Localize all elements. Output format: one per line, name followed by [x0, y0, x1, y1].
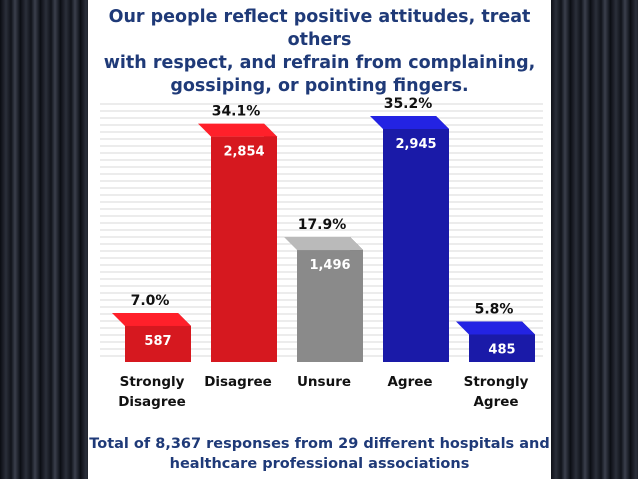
- bar-top-2: [284, 237, 363, 251]
- value-label-2: 1,496: [309, 258, 350, 273]
- percent-label-0: 7.0%: [131, 293, 170, 309]
- value-label-4: 485: [488, 342, 515, 357]
- value-label-0: 587: [144, 334, 171, 349]
- percent-label-3: 35.2%: [384, 96, 433, 112]
- left-curtain: [0, 0, 88, 479]
- right-curtain: [550, 0, 638, 479]
- category-label-4-1: Agree: [473, 394, 518, 410]
- bar-top-0: [112, 312, 191, 326]
- category-label-1-0: Disagree: [204, 374, 272, 390]
- chart-panel: Our people reflect positive attitudes, t…: [88, 0, 551, 479]
- chart-footnote: Total of 8,367 responses from 29 differe…: [88, 434, 551, 474]
- chart-title: Our people reflect positive attitudes, t…: [88, 6, 551, 98]
- title-line-1: Our people reflect positive attitudes, t…: [108, 7, 531, 50]
- title-line-3: gossiping, or pointing fingers.: [170, 76, 469, 96]
- value-label-1: 2,854: [223, 145, 264, 160]
- category-label-0-0: Strongly: [120, 374, 185, 390]
- percent-label-4: 5.8%: [475, 301, 514, 317]
- bar-2: [297, 250, 363, 362]
- percent-label-2: 17.9%: [298, 217, 347, 233]
- bar-1: [211, 136, 277, 362]
- bar-4: [469, 334, 535, 362]
- category-label-2-0: Unsure: [297, 374, 351, 390]
- title-line-2: with respect, and refrain from complaini…: [103, 53, 536, 73]
- footnote-line-1: Total of 8,367 responses from 29 differe…: [89, 436, 550, 452]
- bar-chart: 587 7.0% Strongly Disagree 2,854 34.1% Disagre…: [100, 96, 543, 410]
- bar-top-4: [456, 321, 535, 335]
- bar-3: [383, 129, 449, 362]
- bar-top-3: [370, 116, 449, 129]
- value-label-3: 2,945: [395, 137, 436, 152]
- footnote-line-2: healthcare professional associations: [169, 456, 470, 472]
- category-label-4-0: Strongly: [464, 374, 529, 390]
- category-label-3-0: Agree: [387, 374, 432, 390]
- category-label-0-1: Disagree: [118, 394, 186, 410]
- bar-0: [125, 325, 191, 362]
- percent-label-1: 34.1%: [212, 104, 261, 120]
- bar-top-1: [198, 123, 277, 137]
